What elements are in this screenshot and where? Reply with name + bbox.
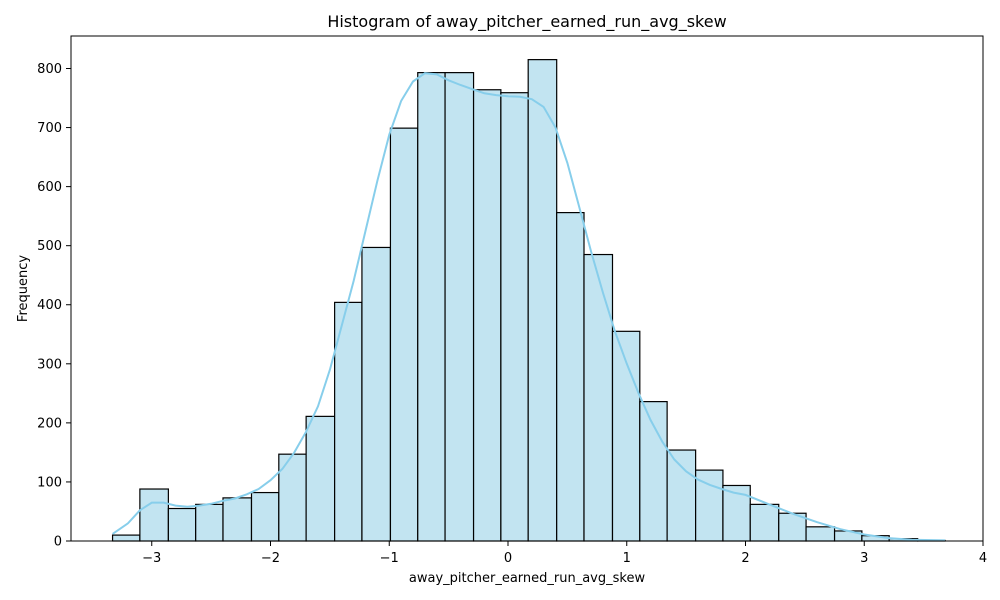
x-tick-label: −2 — [261, 551, 280, 566]
x-axis: −3 −2 −1 0 1 2 3 4 — [142, 541, 987, 566]
y-tick-label: 800 — [37, 62, 62, 77]
histogram-bar — [250, 491, 280, 542]
y-axis-title: Frequency — [16, 255, 31, 322]
y-tick-label: 700 — [37, 121, 62, 136]
y-tick-label: 500 — [37, 239, 62, 254]
histogram-bar — [778, 512, 807, 542]
histogram-bar — [389, 127, 419, 542]
histogram-bar — [195, 503, 224, 542]
x-tick-label: −1 — [380, 551, 399, 566]
histogram-bar — [305, 415, 336, 542]
y-tick-label: 300 — [37, 357, 62, 372]
histogram-bar — [111, 534, 141, 542]
histogram-bar — [583, 253, 614, 542]
histogram-bar — [444, 72, 475, 542]
kde-curve — [112, 72, 946, 542]
histogram-bar — [222, 497, 253, 542]
histogram-bar — [361, 246, 392, 542]
histogram-bar — [417, 72, 446, 542]
y-tick-label: 600 — [37, 180, 62, 195]
y-tick-label: 0 — [54, 535, 62, 550]
histogram-bar — [805, 526, 836, 542]
y-axis: 0 100 200 300 400 500 600 700 800 — [37, 62, 71, 550]
y-tick-label: 400 — [37, 298, 62, 313]
x-tick-label: 3 — [860, 551, 868, 566]
x-tick-label: 4 — [979, 551, 987, 566]
x-tick-label: 1 — [623, 551, 631, 566]
x-tick-label: −3 — [142, 551, 161, 566]
y-tick-label: 200 — [37, 416, 62, 431]
histogram-bar — [639, 401, 668, 542]
y-tick-label: 100 — [37, 475, 62, 490]
histogram-bar — [334, 301, 363, 542]
histogram-bar — [556, 212, 585, 542]
chart-title: Histogram of away_pitcher_earned_run_avg… — [327, 12, 726, 32]
histogram-bar — [472, 89, 502, 542]
plot-frame — [70, 35, 984, 542]
histogram-bar — [500, 92, 529, 542]
histogram-bar — [527, 59, 558, 542]
x-tick-label: 0 — [504, 551, 512, 566]
histogram-bar — [666, 449, 697, 542]
x-axis-title: away_pitcher_earned_run_avg_skew — [409, 571, 646, 586]
histogram-bar — [749, 503, 780, 542]
histogram-bar — [139, 488, 169, 542]
bars-layer — [111, 59, 946, 542]
x-tick-label: 2 — [741, 551, 749, 566]
histogram-bar — [167, 507, 197, 542]
